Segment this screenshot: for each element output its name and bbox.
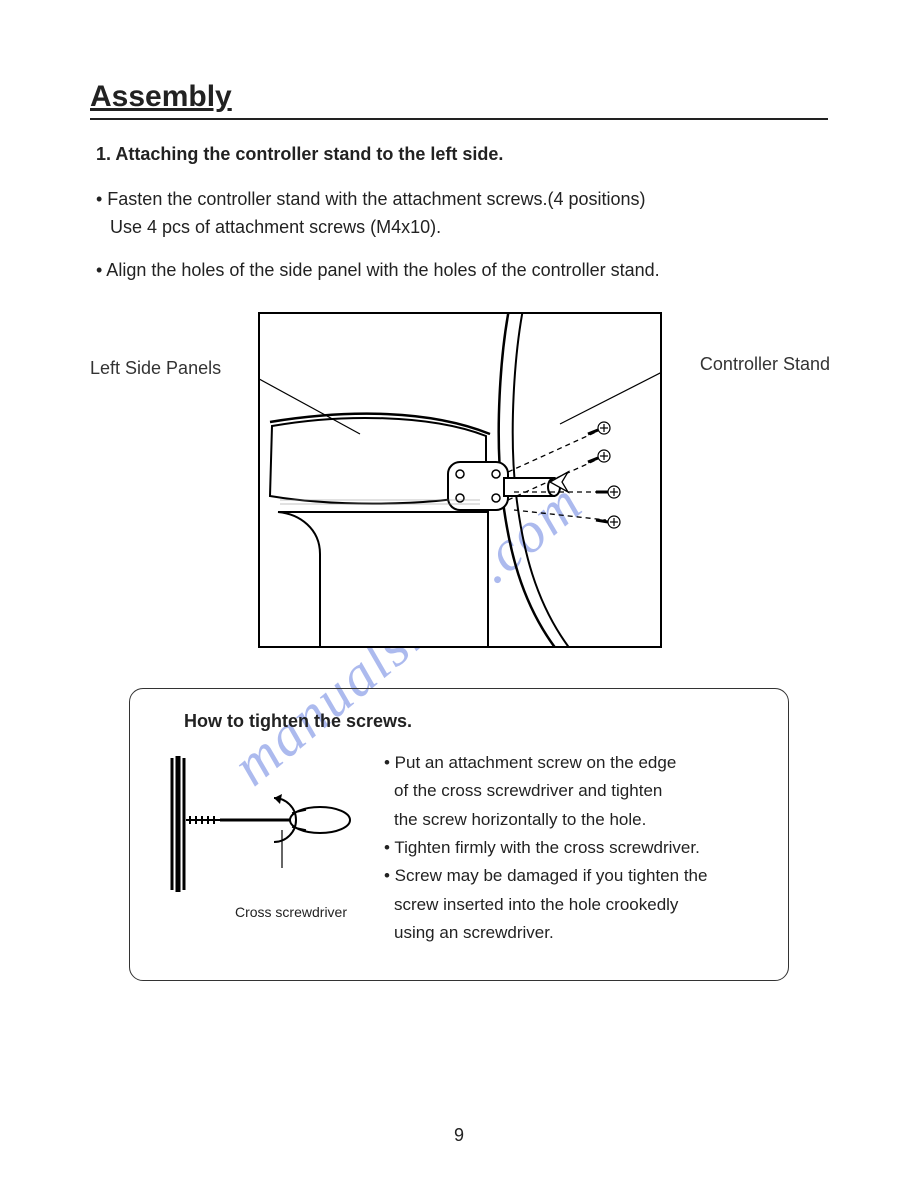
title-rule — [90, 118, 828, 120]
step-heading: 1. Attaching the controller stand to the… — [96, 144, 828, 165]
section-title: Assembly — [90, 80, 828, 114]
info-box-title: How to tighten the screws. — [184, 711, 762, 732]
info-line-2: the screw horizontally to the hole. — [394, 807, 762, 833]
figure-label-right: Controller Stand — [700, 354, 830, 375]
figure-box — [258, 312, 662, 648]
bullet-1-sub: Use 4 pcs of attachment screws (M4x10). — [110, 215, 828, 239]
info-box-body: Cross screwdriver • Put an attachment sc… — [156, 750, 762, 948]
bullet-1: • Fasten the controller stand with the a… — [96, 187, 828, 211]
info-box-text: • Put an attachment screw on the edge of… — [384, 750, 762, 948]
info-line-4: • Screw may be damaged if you tighten th… — [384, 863, 762, 889]
info-line-3: • Tighten firmly with the cross screwdri… — [384, 835, 762, 861]
figure-wrap: Left Side Panels Controller Stand — [90, 312, 830, 648]
page-number: 9 — [0, 1125, 918, 1146]
info-line-5: screw inserted into the hole crookedly — [394, 892, 762, 918]
screwdriver-diagram — [156, 750, 366, 910]
assembly-diagram — [260, 314, 660, 646]
info-box: How to tighten the screws. — [129, 688, 789, 981]
info-line-1: of the cross screwdriver and tighten — [394, 778, 762, 804]
bullet-2: • Align the holes of the side panel with… — [96, 258, 828, 282]
figure-label-left: Left Side Panels — [90, 358, 221, 379]
info-line-0: • Put an attachment screw on the edge — [384, 750, 762, 776]
info-line-6: using an screwdriver. — [394, 920, 762, 946]
info-box-figure-col: Cross screwdriver — [156, 750, 366, 920]
manual-page: manualshive.com Assembly 1. Attaching th… — [0, 0, 918, 1188]
